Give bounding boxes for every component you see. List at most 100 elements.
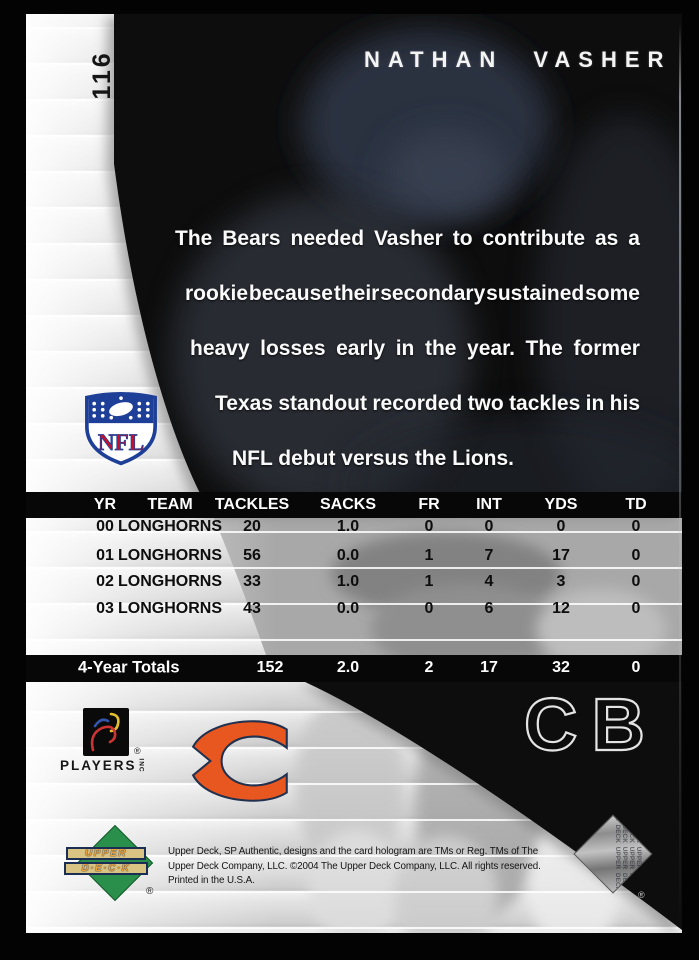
legal-line: Upper Deck Company, LLC. ©2004 The Upper… [168, 860, 541, 872]
legal-line: Upper Deck, SP Authentic, designs and th… [168, 846, 539, 857]
totals-cell: 2 [424, 659, 434, 676]
bio-word: former [573, 337, 640, 360]
photo-player-hints [171, 29, 682, 514]
stat-cell: 0 [631, 518, 641, 535]
stat-cell: 56 [243, 547, 261, 564]
totals-cell: 0 [631, 659, 641, 676]
bio-word: some [585, 282, 640, 305]
bio-word: two [467, 392, 504, 415]
stat-cell: 03 [96, 600, 114, 617]
bio-word: losses [260, 337, 326, 360]
players-inc-suffix: INC [137, 758, 145, 773]
bio-word: needed [290, 227, 365, 250]
stat-cell: 0.0 [336, 547, 360, 564]
stat-cell: 3 [556, 573, 566, 590]
photo-midsection [214, 518, 682, 674]
hologram-registered-mark: ® [638, 890, 645, 900]
stat-cell: 00 [96, 518, 114, 535]
bio-word: contribute [482, 227, 586, 250]
card-number: 116 [87, 50, 116, 100]
svg-text:NFL: NFL [98, 430, 144, 456]
bio-line: rookie because their secondary sustained some [185, 282, 640, 306]
stat-cell: 0 [556, 518, 566, 535]
players-registered-mark: ® [134, 746, 141, 756]
bears-c-logo [191, 720, 288, 802]
stat-cell: 01 [96, 547, 114, 564]
bio-word: standout [278, 392, 367, 415]
stat-cell: 1.0 [336, 518, 360, 535]
bio-word: The [525, 337, 563, 360]
bio-word: a [628, 227, 640, 250]
bio-line: heavy losses early in the year. The former [190, 337, 640, 361]
bio-word: secondary [380, 282, 486, 305]
bio-line: NFL debut versus the Lions. [232, 447, 514, 470]
stats-totals-bar [26, 655, 682, 682]
bio-word: year. [467, 337, 515, 360]
stat-column-header: INT [476, 496, 502, 513]
stat-cell: 1 [424, 547, 434, 564]
legal-line: Printed in the U.S.A. [168, 875, 255, 886]
totals-cell: 2.0 [336, 659, 360, 676]
bio-word: their [333, 282, 380, 305]
bio-word: to [452, 227, 473, 250]
position-mark: CB [523, 682, 659, 767]
bio-word: in [395, 337, 415, 360]
stat-cell: 0 [631, 600, 641, 617]
stat-cell: 6 [484, 600, 494, 617]
trading-card-back: 116 NATHAN VASHER The Bears needed Vasher to… [26, 14, 682, 933]
bio-word: as [595, 227, 619, 250]
bio-word: Vasher [373, 227, 443, 250]
stat-cell: 0.0 [336, 600, 360, 617]
upper-deck-registered-mark: ® [146, 886, 154, 897]
photo-bottom-wedge [305, 682, 682, 930]
stat-column-header: YR [93, 496, 117, 513]
stat-cell: LONGHORNS [118, 547, 222, 564]
bio-word: his [609, 392, 640, 415]
bio-word: recorded [372, 392, 463, 415]
stats-header-bar [26, 492, 682, 518]
upper-deck-word-deck: D·E·C·K [64, 862, 148, 875]
bio-line: The Bears needed Vasher to contribute as a [175, 227, 640, 251]
bio-word: Bears [222, 227, 281, 250]
stat-cell: 0 [484, 518, 494, 535]
stat-column-header: YDS [544, 496, 578, 513]
nfl-shield-icon: NFL [85, 392, 157, 466]
legal-text: Upper Deck, SP Authentic, designs and th… [168, 845, 558, 889]
bio-word: The [175, 227, 213, 250]
stat-cell: 0 [424, 600, 434, 617]
stat-column-header: FR [418, 496, 440, 513]
stat-cell: LONGHORNS [118, 518, 222, 535]
players-inc-icon [83, 708, 129, 756]
totals-cell: 152 [256, 659, 284, 676]
bio-word: early [336, 337, 386, 360]
totals-cell: 17 [480, 659, 498, 676]
card-background-art [26, 14, 682, 933]
stat-cell: 43 [243, 600, 261, 617]
stat-cell: LONGHORNS [118, 600, 222, 617]
stat-cell: 1 [424, 573, 434, 590]
player-name: NATHAN VASHER [364, 47, 672, 72]
stat-column-header: TEAM [147, 496, 193, 513]
stat-cell: 0 [631, 547, 641, 564]
stat-cell: 4 [484, 573, 494, 590]
stat-cell: 0 [631, 573, 641, 590]
bio-word: rookie [185, 282, 249, 305]
stat-cell: 20 [243, 518, 261, 535]
stat-column-header: TD [625, 496, 647, 513]
bio-word: the [424, 337, 457, 360]
bio-word: Texas [215, 392, 273, 415]
stat-cell: 12 [552, 600, 570, 617]
bio-word: tackles [509, 392, 581, 415]
bio-word: sustained [486, 282, 585, 305]
bio-line: Texas standout recorded two tackles in his [215, 392, 640, 416]
bio-word: heavy [190, 337, 250, 360]
bio-word: in [585, 392, 605, 415]
stat-cell: 17 [552, 547, 570, 564]
stat-cell: 0 [424, 518, 434, 535]
stat-column-header: SACKS [319, 496, 377, 513]
stat-cell: 33 [243, 573, 261, 590]
stat-cell: LONGHORNS [118, 573, 222, 590]
totals-label: 4-Year Totals [78, 658, 180, 677]
bio-word: because [248, 282, 333, 305]
